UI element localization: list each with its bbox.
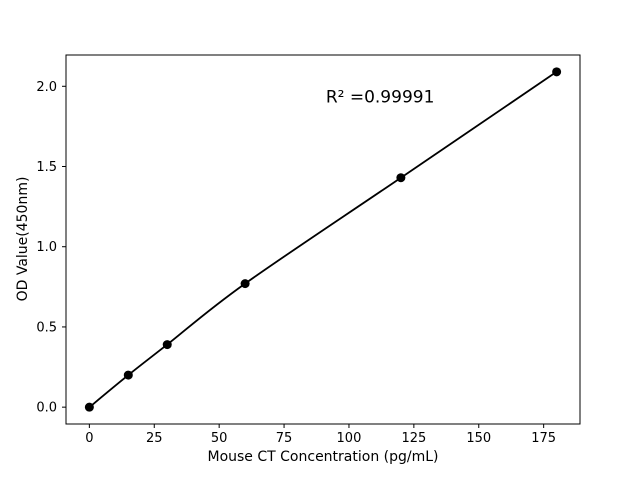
x-tick-label: 175: [531, 431, 556, 446]
x-tick-label: 50: [211, 431, 228, 446]
data-point-marker: [123, 370, 133, 380]
x-axis-label: Mouse CT Concentration (pg/mL): [208, 449, 439, 465]
x-tick-label: 100: [337, 431, 362, 446]
y-tick-label: 1.0: [36, 240, 57, 255]
x-tick-label: 0: [85, 431, 93, 446]
x-tick-label: 75: [276, 431, 293, 446]
data-point-marker: [240, 279, 250, 289]
x-tick-label: 150: [466, 431, 491, 446]
y-tick-label: 0.5: [36, 320, 57, 335]
plot-border: [65, 54, 581, 425]
standard-curve-line: [88, 70, 558, 409]
r-squared-annotation: R² =0.99991: [326, 87, 435, 107]
x-tick-label: 125: [401, 431, 426, 446]
y-tick-label: 1.5: [36, 160, 57, 175]
data-point-marker: [162, 340, 172, 350]
data-point-marker: [396, 173, 406, 183]
y-tick-label: 2.0: [36, 80, 57, 95]
data-point-marker: [552, 67, 562, 77]
x-axis-ticks: 0 25 50 75 100 125 150 175: [85, 424, 556, 446]
y-tick-label: 0.0: [36, 401, 57, 416]
x-tick-label: 25: [146, 431, 163, 446]
data-point-marker: [84, 402, 94, 412]
y-axis-ticks: 0.0 0.5 1.0 1.5 2.0: [36, 80, 66, 416]
data-points: [84, 67, 562, 412]
y-axis-label: OD Value(450nm): [15, 177, 31, 302]
